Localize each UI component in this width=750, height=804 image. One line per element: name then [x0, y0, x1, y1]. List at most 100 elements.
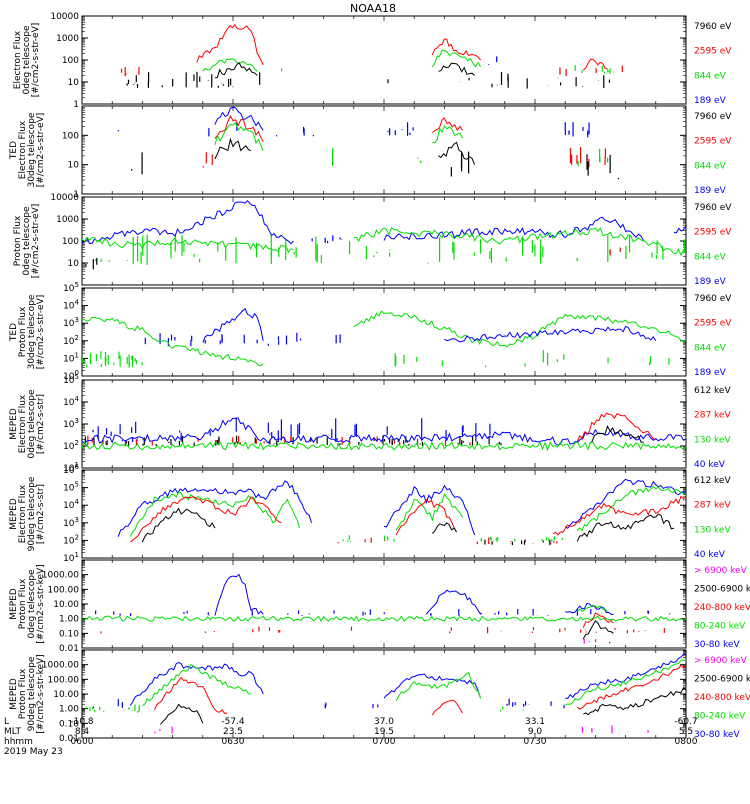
series-line: [395, 671, 482, 702]
y-axis-label: [#/cm2-s-str-eV]: [31, 23, 41, 98]
legend-label: > 6900 keV: [694, 566, 748, 576]
legend-label: 287 keV: [694, 411, 731, 421]
y-tick-label: 1000.00: [42, 571, 79, 581]
y-tick-label: 10000: [50, 12, 79, 22]
panel-data: [120, 23, 623, 89]
legend-label: 844 eV: [694, 343, 727, 353]
y-axis-label: Electron Flux: [13, 30, 23, 89]
panel-data: [82, 412, 686, 452]
legend-label: 612 keV: [694, 476, 731, 486]
series-line: [160, 703, 204, 725]
series-line: [129, 491, 300, 537]
y-tick-label: 103: [63, 316, 79, 329]
series-line: [395, 492, 463, 531]
y-axis-label: Proton Flux: [18, 578, 28, 629]
panel-frame: [81, 559, 687, 649]
series-line: [353, 310, 686, 348]
legend-label: > 6900 keV: [694, 656, 748, 666]
y-axis-label: 0deg telescope: [22, 206, 32, 276]
series-line: [82, 615, 686, 623]
series-line: [438, 141, 476, 165]
y-tick-label: 100: [62, 56, 79, 66]
series-line: [432, 124, 463, 144]
series-line: [214, 106, 264, 131]
y-tick-label: 1.00: [59, 705, 79, 715]
legend-label: 2595 eV: [694, 47, 732, 57]
y-tick-label: 101: [63, 351, 79, 364]
series-line: [673, 225, 686, 234]
footer-tick-hhmm: 0730: [524, 737, 547, 747]
series-line: [214, 61, 258, 79]
series-line: [353, 227, 686, 257]
legend-label: 240-800 keV: [694, 603, 750, 613]
y-axis-label: 0deg telescope: [27, 569, 37, 639]
legend-label: 30-80 keV: [694, 730, 740, 740]
panel-frame: [81, 15, 687, 105]
series-line: [576, 485, 686, 532]
series-line: [576, 513, 675, 542]
footer-tick-mlt: 5.5: [679, 727, 693, 737]
legend-label: 189 eV: [694, 186, 727, 196]
panel-data: [117, 478, 686, 546]
series-line: [214, 573, 264, 616]
footer-tick-mlt: 9.0: [528, 727, 543, 737]
series-line: [431, 38, 481, 61]
footer-tick-mlt: 23.5: [223, 727, 243, 737]
series-line: [383, 484, 476, 536]
panel-3: 10 100 1000 10000 Proton Flux 0deg telescope[…: [13, 193, 732, 287]
legend-label: 130 keV: [694, 525, 731, 535]
y-axis-label: 30deg telescope: [27, 112, 37, 187]
series-line: [214, 114, 264, 143]
y-axis-label: [#/cm2-s-str]: [36, 394, 46, 454]
y-tick-label: 10.00: [53, 690, 79, 700]
y-axis-label: [#/cm2-s-str-eV]: [36, 295, 46, 370]
y-tick-label: 100.00: [48, 675, 80, 685]
y-axis-label: Proton Flux: [18, 306, 28, 357]
footer-tick-l: 33.1: [525, 717, 545, 727]
legend-label: 2500-6900 keV: [694, 675, 750, 685]
footer-row-label: hhmm: [4, 737, 33, 747]
series-line: [130, 496, 282, 543]
series-line: [431, 522, 457, 534]
footer-row-label: L: [4, 717, 9, 727]
y-tick-label: 102: [63, 439, 79, 452]
y-axis-label: Proton Flux: [18, 668, 28, 719]
series-line: [431, 49, 482, 68]
y-axis-label: 0deg telescope: [22, 25, 32, 95]
legend-label: 40 keV: [694, 460, 726, 470]
y-tick-label: 0.01: [59, 734, 79, 744]
series-line: [117, 480, 312, 537]
y-axis-label: 0deg telescope: [27, 389, 37, 459]
y-tick-label: 1: [73, 190, 79, 200]
legend-label: 130 keV: [694, 435, 731, 445]
y-axis-label: Electron Flux: [18, 120, 28, 179]
series-line: [141, 507, 216, 543]
y-axis-label: [#/cm2-s-str-keV]: [36, 564, 46, 643]
y-axis-label: TED: [9, 141, 19, 160]
y-axis-label: MEPED: [9, 678, 19, 710]
legend-label: 80-240 keV: [694, 622, 746, 632]
y-tick-label: 1000: [56, 34, 79, 44]
series-line: [202, 58, 258, 72]
y-axis-label: 30deg telescope: [27, 294, 37, 369]
series-line: [202, 308, 264, 343]
legend-label: 844 eV: [694, 161, 727, 171]
footer-tick-hhmm: 0630: [222, 737, 245, 747]
y-tick-label: 102: [63, 533, 79, 546]
y-axis-label: Proton Flux: [13, 215, 23, 266]
y-tick-label: 1000: [56, 215, 79, 225]
legend-label: 80-240 keV: [694, 712, 746, 722]
series-line: [142, 663, 252, 706]
series-line: [583, 687, 686, 716]
series-line: [383, 216, 645, 242]
legend-label: 189 eV: [694, 96, 727, 106]
footer-tick-mlt: 8.4: [75, 727, 90, 737]
y-tick-label: 100: [62, 131, 79, 141]
y-tick-label: 101: [63, 551, 79, 564]
y-axis-label: Electron Flux: [18, 394, 28, 453]
y-tick-label: 10: [68, 259, 80, 269]
